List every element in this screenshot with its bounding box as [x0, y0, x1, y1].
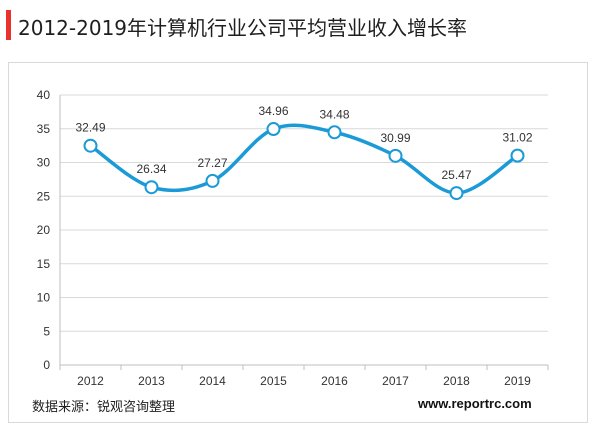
- data-point: [266, 122, 281, 137]
- data-point: [83, 138, 98, 153]
- y-tick-label: 10: [37, 291, 51, 305]
- data-label: 32.49: [75, 121, 105, 135]
- x-tick-label: 2018: [443, 374, 470, 388]
- axes: 0 5 10 15 20 25 30 35 40 2012 2013 2014 2015 2016 2017…: [37, 88, 549, 388]
- y-tick-label: 30: [37, 156, 51, 170]
- x-tick-label: 2014: [199, 374, 226, 388]
- data-point: [449, 186, 464, 201]
- title-accent-bar: [6, 10, 11, 40]
- data-label: 34.48: [319, 107, 349, 121]
- data-labels: 32.49 26.34 27.27 34.96 34.48 30.99 25.47 31.02: [75, 104, 532, 182]
- plot-frame: [8, 62, 588, 423]
- data-label: 30.99: [380, 131, 410, 145]
- data-label: 25.47: [441, 168, 471, 182]
- gridlines: [8, 62, 588, 423]
- data-points: [83, 122, 525, 201]
- y-tick-label: 0: [43, 358, 50, 372]
- data-point: [510, 148, 525, 163]
- x-tick-label: 2015: [260, 374, 287, 388]
- data-point: [205, 173, 220, 188]
- data-point: [144, 180, 159, 195]
- y-tick-label: 25: [37, 189, 51, 203]
- y-tick-label: 5: [43, 324, 50, 338]
- data-label: 31.02: [502, 131, 532, 145]
- y-tick-label: 15: [37, 257, 51, 271]
- data-label: 26.34: [136, 162, 166, 176]
- x-tick-label: 2012: [77, 374, 104, 388]
- data-label: 27.27: [197, 156, 227, 170]
- y-tick-label: 40: [37, 88, 51, 102]
- x-tick-label: 2016: [321, 374, 348, 388]
- data-label: 34.96: [258, 104, 288, 118]
- chart-title: 2012-2019年计算机行业公司平均营业收入增长率: [18, 16, 468, 40]
- y-tick-label: 35: [37, 122, 51, 136]
- data-point: [388, 148, 403, 163]
- x-tick-label: 2017: [382, 374, 409, 388]
- x-tick-label: 2013: [138, 374, 165, 388]
- data-point: [327, 125, 342, 140]
- x-tick-label: 2019: [504, 374, 531, 388]
- source-note: 数据来源：锐观咨询整理: [32, 400, 176, 415]
- y-tick-label: 20: [37, 223, 51, 237]
- website-link[interactable]: www.reportrc.com: [418, 396, 532, 411]
